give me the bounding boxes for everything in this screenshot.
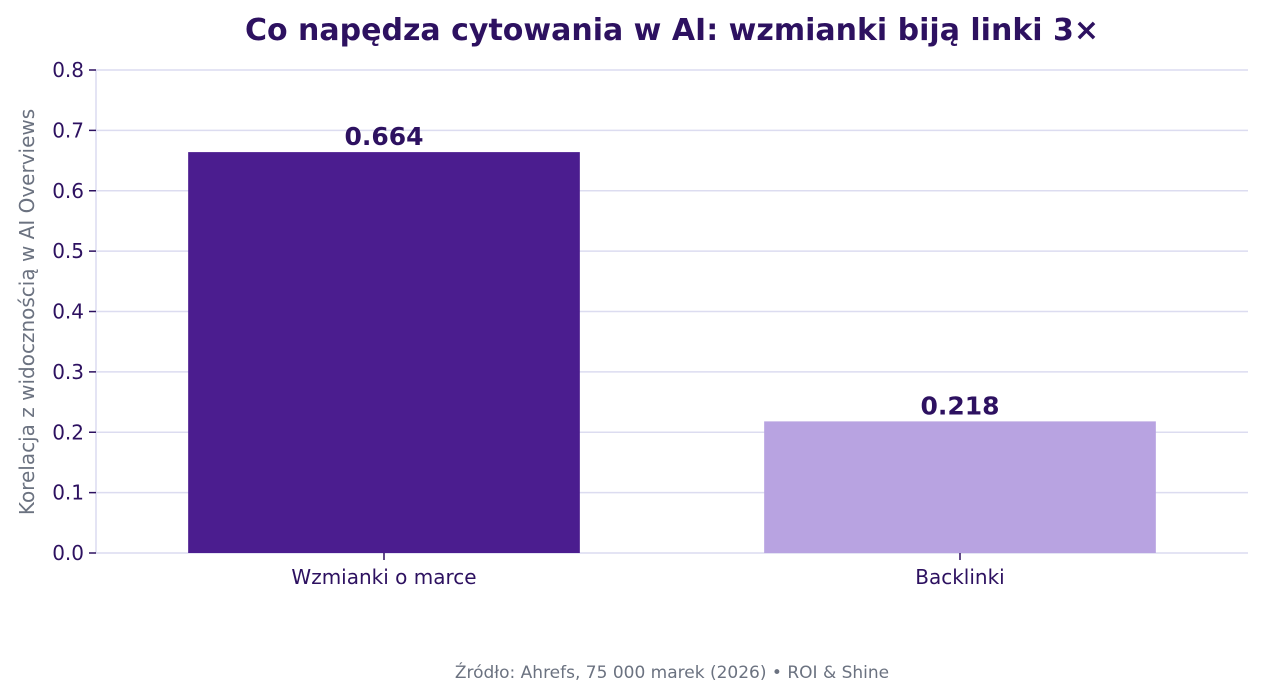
y-tick-label: 0.7 xyxy=(52,118,84,142)
x-tick-label: Wzmianki o marce xyxy=(291,565,476,589)
bar-value-label: 0.664 xyxy=(344,122,423,151)
x-tick-labels: Wzmianki o marce Backlinki xyxy=(291,553,1005,589)
bar-value-label: 0.218 xyxy=(920,391,999,420)
y-tick-label: 0.4 xyxy=(52,300,84,324)
y-tick-label: 0.5 xyxy=(52,239,84,263)
y-tick-labels: 0.0 0.1 0.2 0.3 0.4 0.5 0.6 0.7 0.8 xyxy=(52,58,96,565)
y-tick-label: 0.3 xyxy=(52,360,84,384)
y-tick-label: 0.2 xyxy=(52,420,84,444)
bar xyxy=(764,421,1156,553)
source-note: Źródło: Ahrefs, 75 000 marek (2026) • RO… xyxy=(455,661,889,683)
y-tick-label: 0.0 xyxy=(52,541,84,565)
x-tick-label: Backlinki xyxy=(915,565,1004,589)
bar xyxy=(188,152,580,554)
y-tick-label: 0.8 xyxy=(52,58,84,82)
y-axis-label: Korelacja z widocznością w AI Overviews xyxy=(15,109,39,515)
y-tick-label: 0.1 xyxy=(52,481,84,505)
bars: 0.664 0.218 xyxy=(188,122,1156,554)
y-tick-label: 0.6 xyxy=(52,179,84,203)
chart-title: Co napędza cytowania w AI: wzmianki biją… xyxy=(245,13,1099,48)
